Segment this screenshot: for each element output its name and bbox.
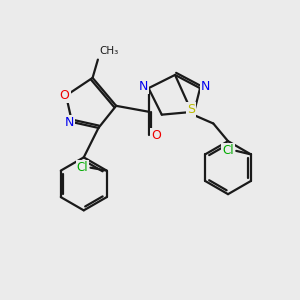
Text: S: S — [187, 103, 195, 116]
Text: O: O — [60, 89, 70, 102]
Text: O: O — [151, 129, 161, 142]
Text: Cl: Cl — [222, 144, 234, 157]
Text: N: N — [139, 80, 148, 93]
Text: Cl: Cl — [76, 160, 88, 174]
Text: N: N — [201, 80, 210, 93]
Text: CH₃: CH₃ — [99, 46, 119, 56]
Text: N: N — [65, 116, 74, 128]
